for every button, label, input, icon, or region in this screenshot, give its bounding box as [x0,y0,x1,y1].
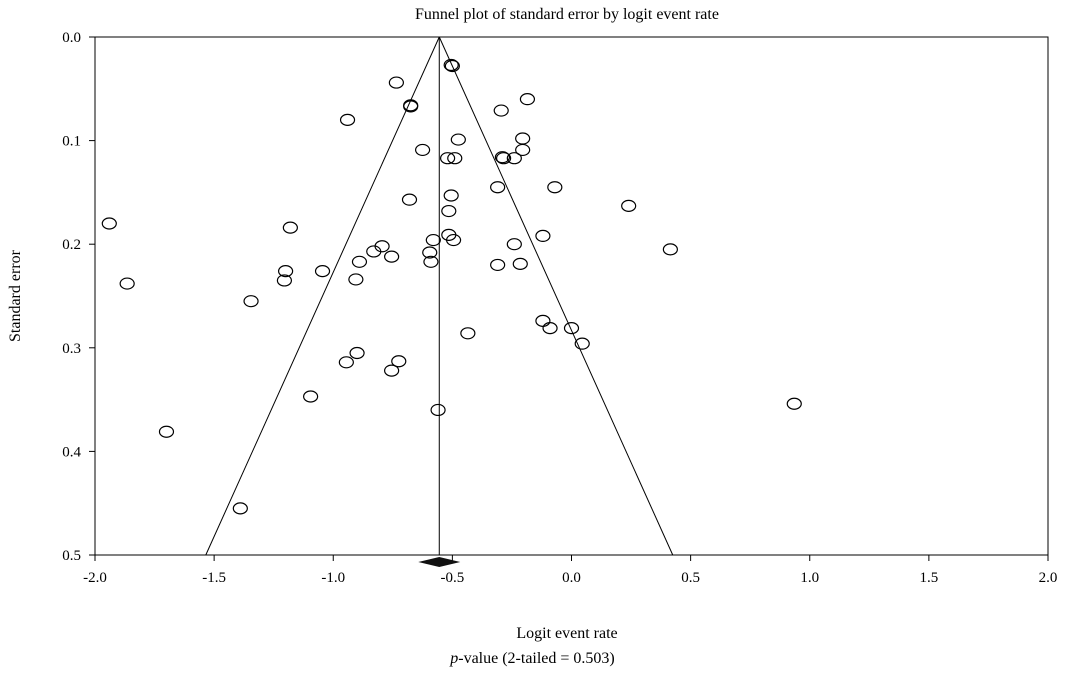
study-point [441,204,457,218]
study-point [339,113,356,126]
y-axis-label: Standard error [7,249,24,342]
funnel-lines [205,36,674,556]
y-tick-label: 0.0 [62,30,81,46]
chart-title: Funnel plot of standard error by logit e… [415,6,719,23]
plot-frame [94,36,1049,556]
study-point [535,314,551,327]
study-point [401,193,418,206]
pooled-estimate-diamond [418,557,461,567]
study-point [445,233,462,247]
study-point [515,143,531,157]
p-value-label: p-value (2-tailed = 0.503) [0,650,1065,668]
study-point [391,355,407,368]
study-point [349,346,365,360]
study-point [303,390,319,403]
study-point [519,93,536,106]
study-point [460,327,476,340]
study-point [490,181,506,194]
y-tick-label: 0.1 [62,134,81,150]
study-point [414,143,431,157]
study-point [542,322,558,335]
study-point [430,403,446,417]
y-tick-label: 0.5 [62,548,81,564]
study-point [495,152,512,165]
study-point [535,229,551,243]
study-point [447,152,463,165]
study-point [493,104,509,117]
x-tick-label: -2.0 [83,570,107,586]
y-tick-label: 0.4 [62,444,81,460]
y-axis: 0.0 0.1 0.2 0.3 0.4 0.5 [62,30,95,564]
x-tick-label: -0.5 [441,570,465,586]
study-point [494,151,511,164]
study-point [158,425,175,438]
study-point [506,238,522,251]
study-point [425,233,441,247]
study-point [403,100,419,113]
study-point [621,199,637,212]
y-tick-label: 0.3 [62,341,81,357]
study-point [490,258,506,272]
study-point [243,295,259,308]
study-point [563,322,580,335]
study-point [366,245,382,258]
study-point [512,257,528,270]
study-point [388,76,404,89]
study-point [119,277,135,290]
x-tick-label: 1.0 [800,570,819,586]
study-point [786,397,802,410]
study-point [506,152,522,165]
study-points [101,58,802,515]
study-point [348,273,364,286]
study-point [440,152,456,165]
x-tick-label: 0.0 [562,570,581,586]
study-point [314,265,331,278]
study-point [278,265,294,278]
y-tick-label: 0.2 [62,237,81,253]
x-tick-label: 2.0 [1039,570,1058,586]
study-point [515,132,531,145]
study-point [450,133,466,146]
funnel-right-line [438,36,674,556]
x-tick-label: 0.5 [681,570,700,586]
x-axis: -2.0 -1.5 -1.0 -0.5 0.0 0.5 1.0 1.5 2.0 [83,555,1057,586]
study-point [547,181,563,194]
x-tick-label: -1.5 [202,570,226,586]
study-point [443,58,459,72]
study-point [276,274,293,287]
study-point [662,243,678,256]
study-point [232,502,248,515]
study-point [338,356,354,369]
study-point [403,99,419,112]
study-point [101,217,117,230]
study-point [574,337,590,350]
study-point [384,250,400,263]
study-point [423,255,439,268]
funnel-left-line [205,36,440,556]
study-point [422,246,438,259]
x-axis-label: Logit event rate [516,625,617,642]
p-value-text: -value (2-tailed = 0.503) [458,650,615,667]
study-point [384,364,400,377]
study-point [443,189,459,202]
x-tick-label: 1.5 [920,570,939,586]
study-point [444,59,460,73]
p-symbol: p [450,650,459,667]
study-point [351,255,368,268]
x-tick-label: -1.0 [321,570,345,586]
study-point [282,221,298,234]
